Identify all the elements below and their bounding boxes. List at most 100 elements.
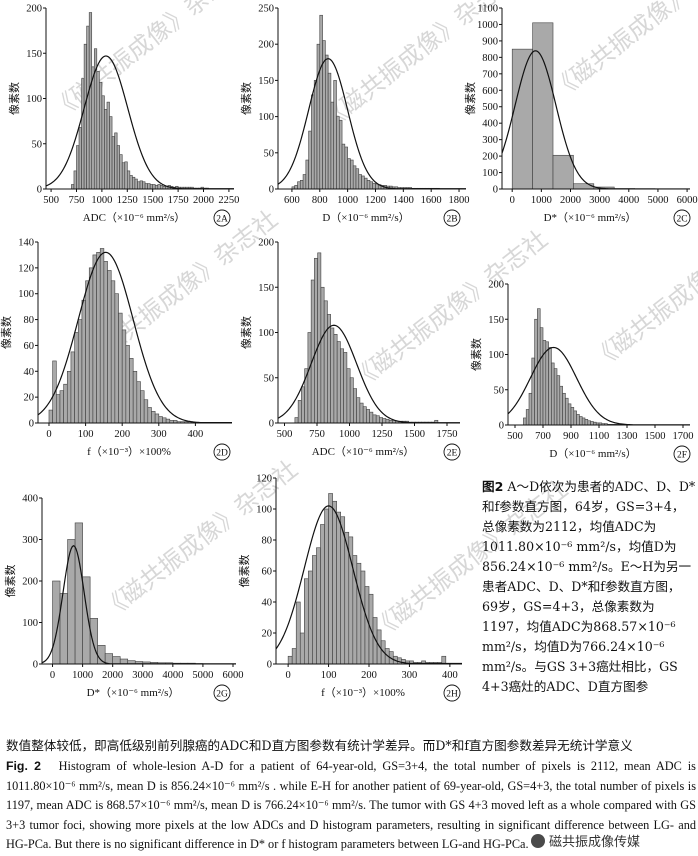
histogram-bar — [362, 406, 367, 424]
histogram-bar — [304, 578, 309, 665]
caption-cn: 图2 A～D依次为患者的ADC、D、D*和f参数直方图，64岁，GS=3+4，总… — [482, 477, 696, 697]
histogram-bar — [323, 300, 328, 424]
histogram-bar — [59, 390, 64, 424]
histogram-bar — [85, 280, 90, 424]
histogram-bar — [76, 145, 80, 190]
histogram-bar — [112, 656, 121, 665]
histogram-bar — [308, 570, 313, 665]
x-tick-label: 3000 — [589, 195, 610, 206]
histogram-bar — [83, 43, 87, 190]
x-tick-label: 500 — [507, 431, 523, 442]
histogram-bar — [349, 377, 354, 424]
histogram-bar — [99, 248, 105, 424]
histogram-bar — [88, 267, 94, 424]
histogram-bar — [360, 570, 366, 665]
y-axis-label: 像素数 — [0, 316, 13, 349]
histogram-bar — [312, 555, 317, 665]
histogram-bar — [548, 347, 552, 426]
histogram-bar — [132, 176, 136, 190]
y-axis-label: 像素数 — [240, 82, 253, 115]
histogram-bar — [144, 183, 148, 190]
histogram-bar — [126, 170, 131, 190]
histogram-bar — [147, 407, 152, 424]
x-tick-label: 900 — [563, 431, 579, 442]
x-axis-label: D（×10⁻⁶ mm²/s） — [322, 211, 409, 224]
histogram-bar — [101, 95, 105, 190]
histogram-bar — [121, 329, 127, 424]
panel-badge-circle — [443, 209, 461, 227]
x-tick-label: 400 — [188, 429, 204, 440]
y-axis-label: 像素数 — [464, 82, 477, 115]
y-tick-label: 0 — [37, 185, 42, 196]
histogram-bar — [71, 184, 75, 190]
caption-cn-fig: 图2 — [482, 479, 504, 494]
histogram-bar — [142, 181, 146, 190]
x-tick-label: 0 — [46, 429, 51, 440]
x-tick-label: 4000 — [618, 195, 639, 206]
panel-badge-circle — [443, 443, 461, 461]
histogram-bar — [523, 417, 527, 426]
histogram-bar — [301, 386, 305, 424]
histogram-bar — [324, 508, 329, 665]
histogram-bar — [56, 394, 61, 424]
x-axis-label: ADC（×10⁻⁶ mm²/s） — [312, 445, 415, 458]
x-tick-label: 1500 — [142, 195, 163, 206]
histogram-bar — [88, 12, 93, 190]
histogram-bar — [343, 352, 348, 424]
histogram-bar — [372, 414, 377, 424]
y-tick-label: 60 — [24, 341, 35, 352]
histogram-bar — [104, 109, 108, 190]
y-tick-label: 50 — [494, 385, 505, 396]
x-tick-label: 2000 — [560, 195, 581, 206]
histogram-bar — [369, 411, 374, 424]
y-tick-label: 100 — [482, 168, 498, 179]
x-tick-label: 1250 — [117, 195, 138, 206]
y-tick-label: 0 — [29, 419, 34, 430]
histogram-bar — [584, 419, 589, 426]
histogram-bar — [74, 522, 83, 665]
y-tick-label: 0 — [267, 660, 272, 671]
histogram-bar — [295, 601, 301, 665]
chart-2D: 0 20 40 60 80 100 120 140 0 100 200 300 400 像素数 f（×10⁻… — [0, 238, 232, 461]
histogram-bar — [294, 185, 298, 190]
histogram-bar — [537, 308, 541, 426]
histogram-bar — [299, 180, 304, 190]
panel-badge-circle — [213, 684, 231, 702]
y-tick-label: 200 — [26, 4, 42, 15]
histogram-bar — [160, 185, 164, 190]
panel-badge-label: 2F — [677, 450, 687, 460]
y-tick-label: 0 — [269, 185, 274, 196]
histogram-bar — [297, 181, 301, 190]
panel-badge-label: 2C — [676, 214, 687, 224]
histogram-bar — [92, 254, 97, 424]
y-tick-label: 200 — [258, 238, 274, 249]
y-tick-label: 150 — [258, 76, 274, 87]
histogram-bar — [317, 252, 322, 424]
x-tick-label: 500 — [277, 429, 293, 440]
x-tick-label: 1000 — [531, 195, 552, 206]
x-tick-label: 5000 — [192, 670, 213, 681]
x-tick-label: 1750 — [168, 195, 189, 206]
histogram-bar — [310, 279, 315, 424]
histogram-bar — [556, 375, 561, 426]
y-tick-label: 250 — [258, 4, 274, 15]
y-tick-label: 0 — [493, 185, 498, 196]
y-tick-label: 150 — [26, 49, 42, 60]
y-tick-label: 0 — [499, 421, 504, 432]
y-tick-label: 140 — [18, 238, 34, 249]
histogram-bar — [110, 280, 116, 424]
panel-badge-label: 2G — [216, 689, 228, 699]
y-axis-label: 像素数 — [238, 555, 251, 588]
y-axis-label: 像素数 — [470, 338, 483, 371]
histogram-bar — [154, 185, 159, 190]
y-tick-label: 0 — [269, 419, 274, 430]
histogram-bar — [327, 314, 331, 424]
histogram-bar — [152, 184, 156, 190]
histogram-bar — [528, 392, 533, 426]
y-tick-label: 300 — [22, 535, 38, 546]
histogram-bar — [539, 327, 544, 426]
x-tick-label: 1000 — [72, 670, 93, 681]
histogram-bar — [375, 183, 379, 190]
y-tick-label: 150 — [488, 315, 504, 326]
y-axis-label: 像素数 — [240, 316, 253, 349]
